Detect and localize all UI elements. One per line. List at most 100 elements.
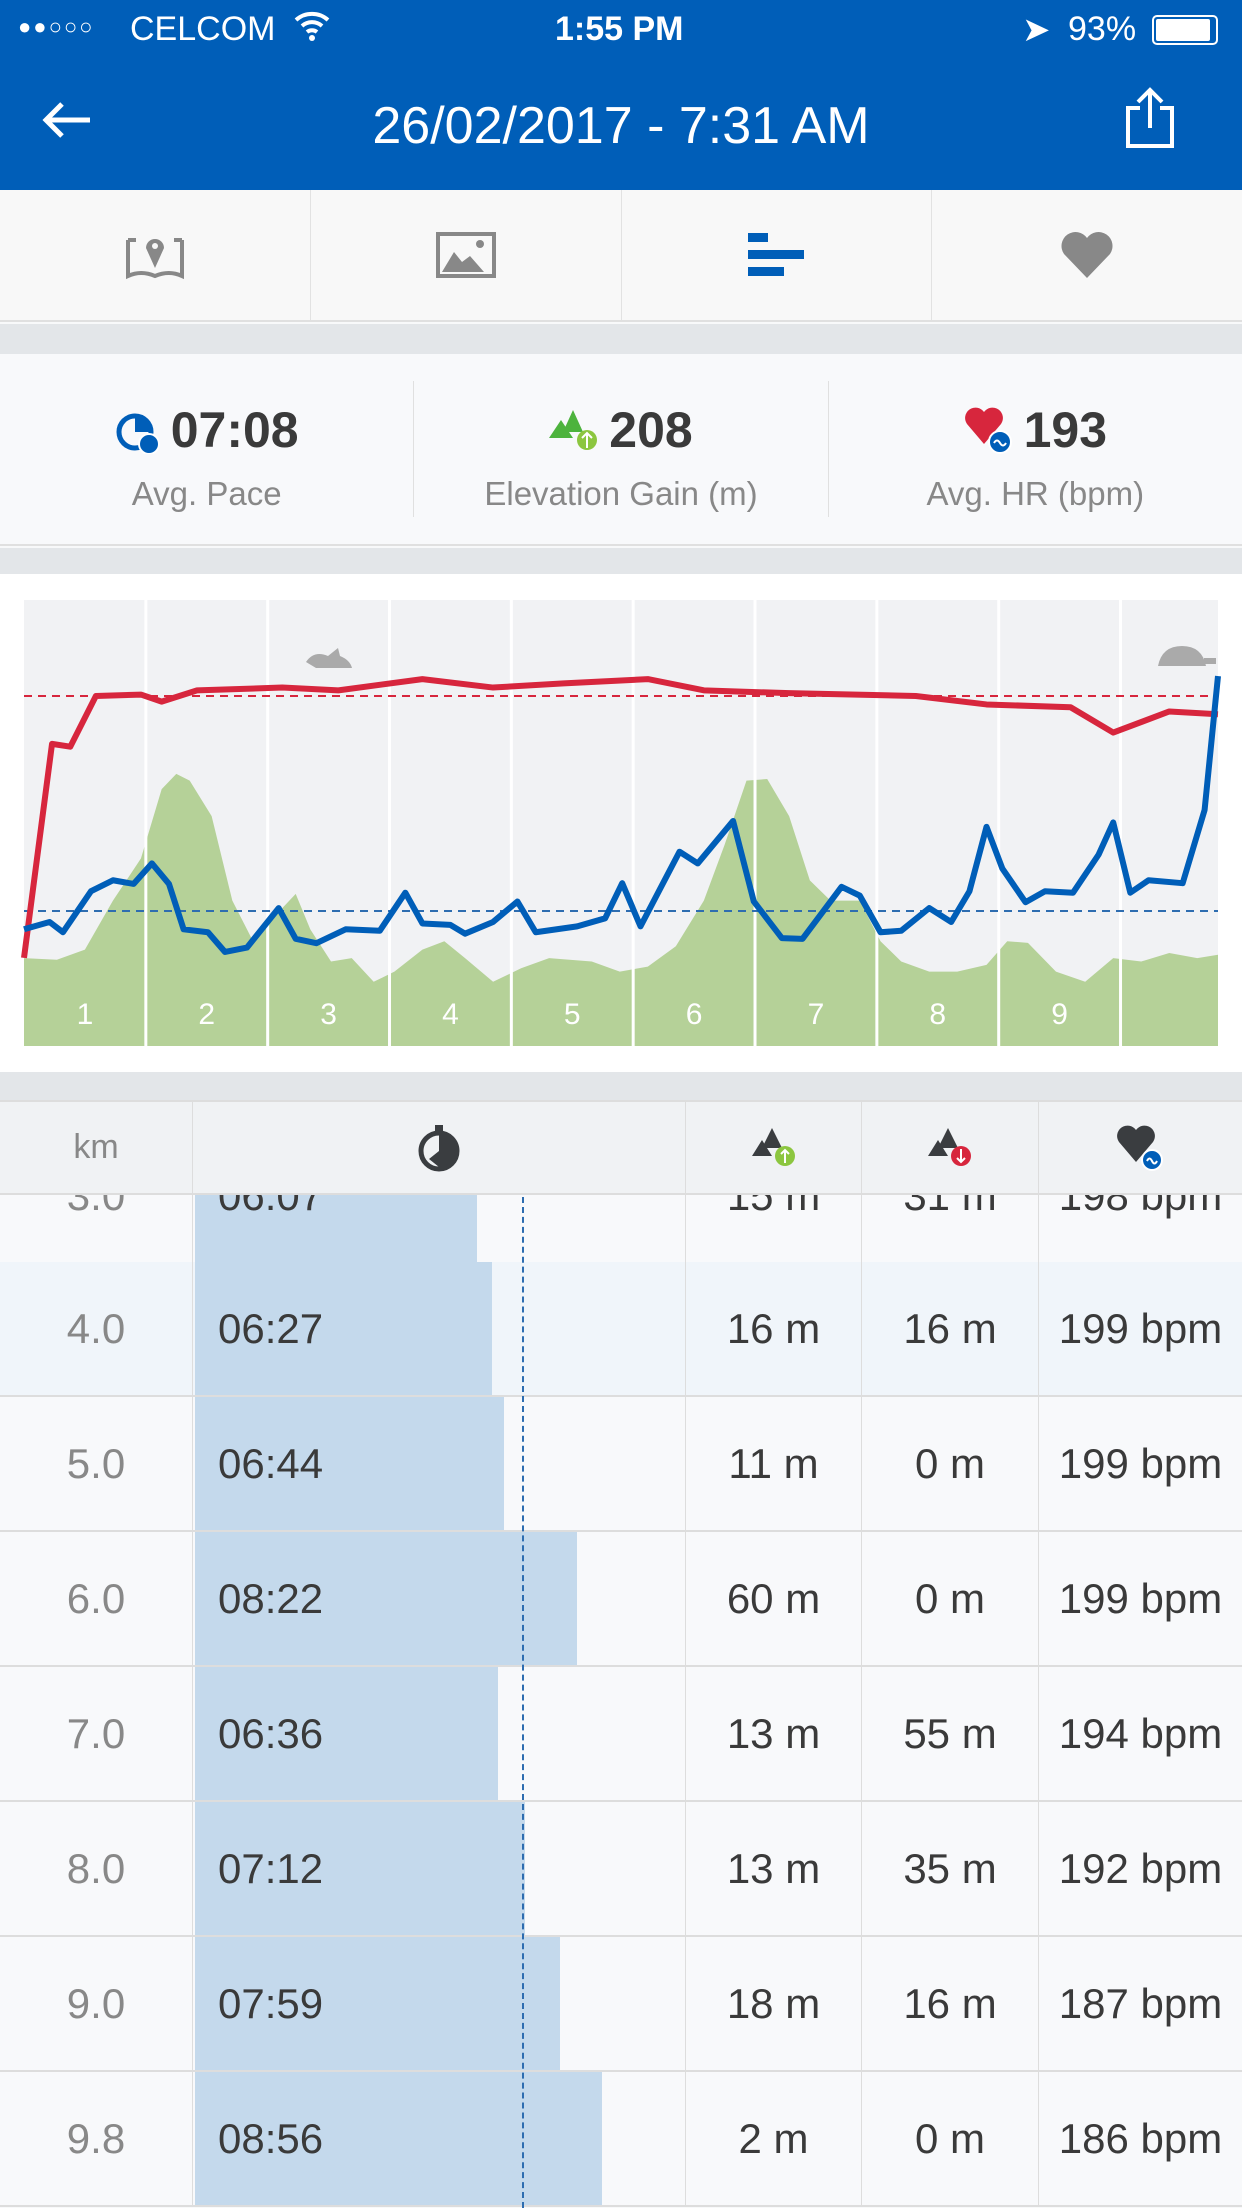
- pace-line: [23, 675, 1221, 955]
- pace-bar: [195, 2072, 602, 2205]
- km-label: 2: [198, 998, 215, 1031]
- cell-pace: 06:36: [193, 1667, 686, 1800]
- km-label: 1: [77, 998, 94, 1031]
- cell-heart-rate: 199 bpm: [1058, 1574, 1223, 1622]
- table-row[interactable]: 9.0 07:59 18 m 16 m 187 bpm: [0, 1937, 1242, 2072]
- tab-photos[interactable]: [311, 190, 622, 320]
- wifi-icon: [292, 8, 332, 53]
- cell-elevation-up: 11 m: [686, 1397, 862, 1530]
- cell-elevation-down: 0 m: [862, 1532, 1039, 1665]
- chart-svg: 1 2 3 4 5 6 7 8 9: [21, 600, 1221, 1046]
- tab-bar: [0, 190, 1242, 322]
- tab-heart-rate[interactable]: [932, 190, 1242, 320]
- table-row[interactable]: 5.0 06:44 11 m 0 m 199 bpm: [0, 1397, 1242, 1532]
- km-label: 5: [564, 998, 581, 1031]
- cell-pace: 06:44: [193, 1397, 686, 1530]
- stat-value: 208: [609, 402, 693, 458]
- elevation-up-icon: [751, 1127, 795, 1166]
- elevation-area: [24, 773, 1218, 1046]
- cell-elevation-up: 18 m: [686, 1937, 862, 2070]
- cell-km: 9.8: [0, 2072, 193, 2205]
- divider: [0, 324, 1242, 354]
- stat-avg-hr: 193 Avg. HR (bpm): [829, 381, 1242, 517]
- heart-icon: [1061, 231, 1113, 278]
- cell-elevation-up: 13 m: [686, 1802, 862, 1935]
- stat-elevation-gain: 208 Elevation Gain (m): [414, 381, 829, 517]
- cell-elevation-up: 13 m: [686, 1667, 862, 1800]
- heart-rate-icon: [964, 407, 1012, 454]
- divider: [0, 1072, 1242, 1100]
- cell-km: 7.0: [0, 1667, 193, 1800]
- pace-bar: [195, 1262, 492, 1395]
- header-km: km: [0, 1102, 193, 1193]
- rabbit-icon: [306, 648, 352, 668]
- stat-label: Avg. HR (bpm): [926, 475, 1145, 512]
- splits-icon: [748, 233, 805, 276]
- carrier: CELCOM: [130, 10, 276, 48]
- split-chart: 1 2 3 4 5 6 7 8 9: [0, 574, 1242, 1072]
- cell-elevation-down: 16 m: [862, 1937, 1039, 2070]
- cell-pace: 07:59: [193, 1937, 686, 2070]
- cell-km: 6.0: [0, 1532, 193, 1665]
- km-label: 3: [320, 998, 337, 1031]
- share-button[interactable]: [1124, 86, 1176, 155]
- km-label: 7: [808, 998, 825, 1031]
- pace-bar: [195, 1532, 577, 1665]
- cell-pace: 07:12: [193, 1802, 686, 1935]
- clock: 1:55 PM: [555, 10, 684, 48]
- table-row[interactable]: 4.0 06:27 16 m 16 m 199 bpm: [0, 1262, 1242, 1397]
- cell-pace: 08:22: [193, 1532, 686, 1665]
- table-row[interactable]: 6.0 08:22 60 m 0 m 199 bpm: [0, 1532, 1242, 1667]
- cell-heart-rate: 194 bpm: [1058, 1709, 1223, 1757]
- cell-heart-rate: 192 bpm: [1058, 1844, 1223, 1892]
- heart-rate-line: [21, 676, 1219, 959]
- cell-heart-rate: 187 bpm: [1058, 1979, 1223, 2027]
- cell-km: 9.0: [0, 1937, 193, 2070]
- cell-km: 5.0: [0, 1397, 193, 1530]
- battery-percent: 93%: [1068, 10, 1137, 48]
- table-row[interactable]: 8.0 07:12 13 m 35 m 192 bpm: [0, 1802, 1242, 1937]
- cell-pace: 06:27: [193, 1262, 686, 1395]
- battery-icon: [1152, 15, 1218, 45]
- cell-heart-rate: 186 bpm: [1058, 2114, 1223, 2162]
- pace-bar: [195, 1667, 499, 1800]
- cell-pace: 08:56: [193, 2072, 686, 2205]
- cell-elevation-down: 16 m: [862, 1262, 1039, 1395]
- km-label: 4: [442, 998, 459, 1031]
- tab-map[interactable]: [0, 190, 311, 320]
- page-title: 26/02/2017 - 7:31 AM: [372, 97, 870, 155]
- signal-icon: ●●○○○: [18, 14, 95, 39]
- cell-elevation-up: 60 m: [686, 1532, 862, 1665]
- cell-heart-rate: 199 bpm: [1058, 1304, 1223, 1352]
- tab-splits[interactable]: [622, 190, 933, 320]
- divider: [0, 548, 1242, 574]
- table-row[interactable]: 7.0 06:36 13 m 55 m 194 bpm: [0, 1667, 1242, 1802]
- map-pin-icon: [125, 238, 184, 280]
- turtle-icon: [1158, 646, 1216, 666]
- summary-stats: 07:08 Avg. Pace 208 Elevation Gain (m) 193…: [0, 354, 1242, 546]
- cell-elevation-down: 0 m: [862, 1397, 1039, 1530]
- stat-value: 07:08: [170, 402, 299, 458]
- heart-rate-icon: [1116, 1125, 1163, 1171]
- cell-elevation-down: 35 m: [862, 1802, 1039, 1935]
- header-elevation-down: [862, 1102, 1039, 1193]
- image-icon: [435, 232, 496, 278]
- stat-label: Elevation Gain (m): [484, 475, 758, 512]
- stat-avg-pace: 07:08 Avg. Pace: [0, 381, 415, 517]
- stopwatch-icon: [418, 1124, 460, 1171]
- cell-km: 4.0: [0, 1262, 193, 1395]
- cell-elevation-down: 55 m: [862, 1667, 1039, 1800]
- km-label: 6: [686, 998, 703, 1031]
- table-row[interactable]: 9.8 08:56 2 m 0 m 186 bpm: [0, 2072, 1242, 2207]
- back-button[interactable]: [40, 100, 92, 145]
- km-label: 9: [1051, 998, 1068, 1031]
- stat-label: Avg. Pace: [131, 475, 282, 512]
- pace-icon: [116, 413, 160, 454]
- cell-km: 8.0: [0, 1802, 193, 1935]
- header-heart-rate: [1039, 1102, 1242, 1193]
- cell-heart-rate: 199 bpm: [1058, 1439, 1223, 1487]
- pace-bar: [195, 1397, 505, 1530]
- cell-elevation-up: 16 m: [686, 1262, 862, 1395]
- elevation-gain-icon: [549, 410, 598, 450]
- km-label: 8: [929, 998, 946, 1031]
